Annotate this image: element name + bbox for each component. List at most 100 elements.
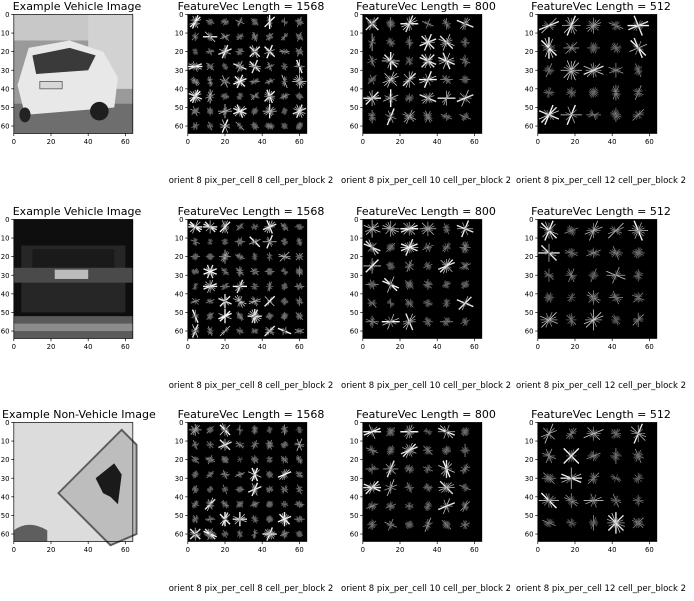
hog-visualization (537, 219, 657, 339)
hog-visualization (362, 422, 482, 542)
x-tick-label: 0 (361, 343, 365, 351)
subplot-title: FeatureVec Length = 800 (356, 0, 496, 13)
x-tick-label: 40 (608, 343, 617, 351)
y-tick-label: 50 (175, 104, 184, 112)
y-tick-label: 50 (175, 512, 184, 520)
x-tick-label: 0 (536, 138, 540, 146)
x-tick-label: 60 (645, 343, 654, 351)
x-tick-label: 20 (221, 546, 230, 554)
y-tick-label: 50 (1, 512, 10, 520)
x-tick-label: 20 (396, 343, 405, 351)
y-tick-label: 30 (525, 475, 534, 483)
y-tick-label: 10 (525, 438, 534, 446)
subplot-0-1: FeatureVec Length = 1568 0 20 40 60 0 10 20 30 40… (169, 0, 334, 190)
y-tick-label: 0 (354, 419, 358, 427)
y-tick-label: 30 (175, 67, 184, 75)
y-tick-label: 40 (175, 85, 184, 93)
y-tick-label: 50 (1, 104, 10, 112)
x-tick-label: 40 (433, 546, 442, 554)
y-tick-label: 20 (175, 456, 184, 464)
subplot-xlabel: orient 8 pix_per_cell 12 cell_per_block … (516, 381, 686, 391)
x-tick-label: 0 (536, 546, 540, 554)
x-tick-label: 20 (47, 138, 56, 146)
y-tick-label: 60 (525, 328, 534, 336)
y-tick-label: 20 (350, 48, 359, 56)
y-tick-label: 10 (525, 235, 534, 243)
y-tick-label: 20 (1, 253, 10, 261)
x-tick-label: 20 (396, 546, 405, 554)
x-tick-label: 20 (571, 138, 580, 146)
y-tick-label: 0 (5, 419, 9, 427)
y-tick-label: 40 (350, 290, 359, 298)
x-tick-label: 0 (12, 343, 16, 351)
x-tick-label: 20 (221, 343, 230, 351)
y-tick-label: 40 (1, 85, 10, 93)
y-tick-label: 10 (350, 438, 359, 446)
x-tick-label: 40 (433, 138, 442, 146)
subplot-2-2: FeatureVec Length = 800 0 20 40 60 0 10 20 30 40 5… (341, 408, 511, 598)
y-tick-label: 30 (1, 272, 10, 280)
x-tick-label: 40 (258, 138, 267, 146)
subplot-xlabel: orient 8 pix_per_cell 12 cell_per_block … (516, 176, 686, 186)
x-tick-label: 60 (645, 546, 654, 554)
x-tick-label: 40 (84, 343, 93, 351)
y-tick-label: 40 (1, 290, 10, 298)
x-tick-label: 60 (121, 343, 130, 351)
hog-visualization (537, 422, 657, 542)
subplot-1-2: FeatureVec Length = 800 0 20 40 60 0 10 20 30 40 5… (341, 205, 511, 395)
y-tick-label: 60 (350, 123, 359, 131)
subplot-1-0: Example Vehicle Image 0 20 40 60 0 10 20 30 40 50 6… (1, 205, 152, 395)
vehicle-photo-image (13, 14, 133, 134)
hog-visualization (362, 14, 482, 134)
subplot-xlabel: orient 8 pix_per_cell 12 cell_per_block … (516, 584, 686, 594)
subplot-title: Example Vehicle Image (12, 0, 142, 13)
y-tick-label: 20 (1, 456, 10, 464)
x-tick-label: 40 (258, 343, 267, 351)
x-tick-label: 20 (47, 546, 56, 554)
subplot-xlabel: orient 8 pix_per_cell 10 cell_per_block … (341, 381, 511, 391)
y-tick-label: 0 (179, 216, 183, 224)
subplot-xlabel: orient 8 pix_per_cell 8 cell_per_block 2 (168, 176, 334, 186)
x-tick-label: 60 (470, 138, 479, 146)
subplot-1-3: FeatureVec Length = 512 0 20 40 60 0 10 20 30 40 5… (516, 205, 686, 395)
subplot-2-0: Example Non-Vehicle Image 0 20 40 60 0 10 20 30 4… (1, 408, 156, 598)
y-tick-label: 10 (175, 30, 184, 38)
y-tick-label: 10 (175, 235, 184, 243)
y-tick-label: 50 (175, 309, 184, 317)
subplot-1-1: FeatureVec Length = 1568 0 20 40 60 0 10 20 30 40… (169, 205, 334, 395)
y-tick-label: 30 (1, 67, 10, 75)
x-tick-label: 20 (221, 138, 230, 146)
y-tick-label: 50 (350, 104, 359, 112)
hog-visualization (187, 219, 307, 339)
x-tick-label: 60 (470, 546, 479, 554)
y-tick-label: 0 (5, 11, 9, 19)
subplot-title: FeatureVec Length = 800 (356, 205, 496, 218)
x-tick-label: 60 (470, 343, 479, 351)
y-tick-label: 10 (350, 30, 359, 38)
y-tick-label: 60 (1, 123, 10, 131)
x-tick-label: 0 (186, 546, 190, 554)
y-tick-label: 60 (525, 531, 534, 539)
y-tick-label: 10 (1, 30, 10, 38)
subplot-title: FeatureVec Length = 1568 (177, 0, 325, 13)
y-tick-label: 20 (525, 456, 534, 464)
y-tick-label: 40 (525, 493, 534, 501)
subplot-title: Example Vehicle Image (12, 205, 142, 218)
y-tick-label: 40 (525, 85, 534, 93)
x-tick-label: 40 (608, 546, 617, 554)
y-tick-label: 20 (350, 253, 359, 261)
subplot-xlabel: orient 8 pix_per_cell 8 cell_per_block 2 (168, 381, 334, 391)
subplot-xlabel: orient 8 pix_per_cell 10 cell_per_block … (341, 176, 511, 186)
y-tick-label: 10 (1, 438, 10, 446)
y-tick-label: 50 (525, 309, 534, 317)
y-tick-label: 60 (350, 531, 359, 539)
hog-visualization (362, 219, 482, 339)
x-tick-label: 40 (258, 546, 267, 554)
x-tick-label: 20 (571, 343, 580, 351)
hog-visualization (537, 14, 657, 134)
y-tick-label: 30 (175, 475, 184, 483)
